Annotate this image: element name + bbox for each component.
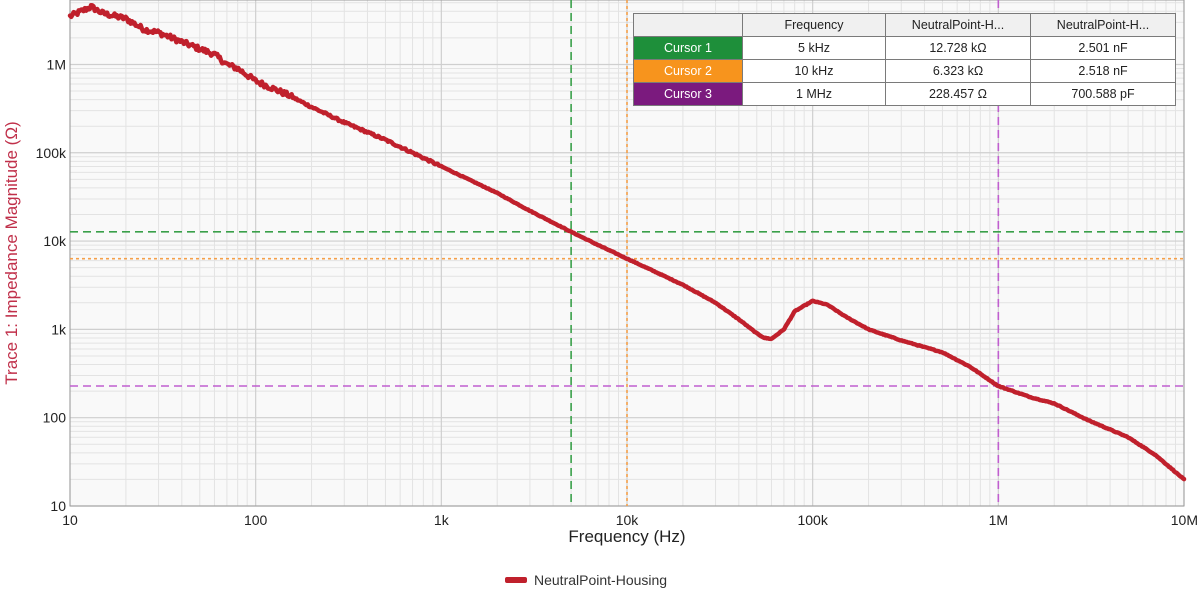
cursor-row: Cursor 2 10 kHz 6.323 kΩ 2.518 nF xyxy=(633,59,1176,83)
legend-swatch xyxy=(505,577,527,583)
cursor-2-impedance: 6.323 kΩ xyxy=(885,59,1031,83)
x-tick-label: 100 xyxy=(244,512,268,528)
cursor-row: Cursor 3 1 MHz 228.457 Ω 700.588 pF xyxy=(633,82,1176,106)
x-tick-label: 1k xyxy=(434,512,450,528)
y-tick-label: 100 xyxy=(43,410,67,426)
cursor-3-frequency: 1 MHz xyxy=(742,82,886,106)
cursor-row: Cursor 1 5 kHz 12.728 kΩ 2.501 nF xyxy=(633,36,1176,60)
legend[interactable]: NeutralPoint-Housing xyxy=(505,572,667,588)
x-tick-label: 100k xyxy=(797,512,828,528)
y-tick-label: 1k xyxy=(51,321,67,337)
header-capacitance: NeutralPoint-H... xyxy=(1030,13,1176,37)
cursor-3-impedance: 228.457 Ω xyxy=(885,82,1031,106)
cursor-2-frequency: 10 kHz xyxy=(742,59,886,83)
y-axis-title: Trace 1: Impedance Magnitude (Ω) xyxy=(2,121,21,384)
y-tick-labels: 10 100 1k 10k 100k 1M xyxy=(36,56,67,514)
x-tick-label: 10M xyxy=(1171,512,1198,528)
header-impedance: NeutralPoint-H... xyxy=(885,13,1031,37)
header-frequency: Frequency xyxy=(742,13,886,37)
cursor-1-label[interactable]: Cursor 1 xyxy=(633,36,743,60)
y-tick-label: 1M xyxy=(47,56,66,72)
cursor-2-label[interactable]: Cursor 2 xyxy=(633,59,743,83)
legend-label: NeutralPoint-Housing xyxy=(534,572,668,588)
y-tick-label: 100k xyxy=(36,145,67,161)
trace-neutralpoint-housing xyxy=(67,3,1187,482)
cursor-readout-table: Frequency NeutralPoint-H... NeutralPoint… xyxy=(633,13,1176,106)
cursor-table-header: Frequency NeutralPoint-H... NeutralPoint… xyxy=(633,13,1176,37)
cursor-3-capacitance: 700.588 pF xyxy=(1030,82,1176,106)
cursor-1-frequency: 5 kHz xyxy=(742,36,886,60)
x-tick-label: 1M xyxy=(989,512,1008,528)
x-tick-labels: 10 100 1k 10k 100k 1M 10M xyxy=(62,512,1198,528)
x-tick-label: 10k xyxy=(616,512,640,528)
cursor-1-capacitance: 2.501 nF xyxy=(1030,36,1176,60)
y-tick-label: 10 xyxy=(50,498,66,514)
cursor-2-capacitance: 2.518 nF xyxy=(1030,59,1176,83)
cursor-1-impedance: 12.728 kΩ xyxy=(885,36,1031,60)
x-tick-label: 10 xyxy=(62,512,78,528)
y-tick-label: 10k xyxy=(43,233,67,249)
cursor-3-label[interactable]: Cursor 3 xyxy=(633,82,743,106)
header-cursor xyxy=(633,13,743,37)
x-axis-title: Frequency (Hz) xyxy=(568,527,685,546)
